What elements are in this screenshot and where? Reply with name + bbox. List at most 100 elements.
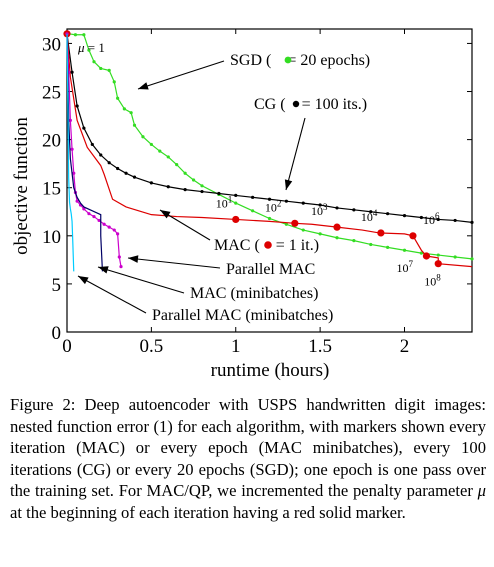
x-tick-label: 0.5 — [140, 336, 164, 357]
series-point-0 — [402, 248, 407, 252]
series-point-5 — [107, 225, 111, 229]
series-line-1 — [66, 33, 473, 223]
parallel-mac-minibatches-label: Parallel MAC (minibatches) — [152, 307, 333, 324]
series-point-5 — [97, 218, 101, 223]
series-point-0 — [352, 239, 356, 243]
series-point-5 — [82, 207, 86, 211]
y-tick-label: 20 — [42, 131, 61, 152]
series-point-0 — [107, 68, 111, 72]
series-point-5 — [102, 222, 106, 226]
series-line-3 — [66, 33, 75, 272]
series-point-1 — [318, 203, 322, 207]
figure-caption: Figure 2: Deep autoencoder with USPS han… — [10, 394, 486, 524]
series-point-0 — [251, 209, 255, 213]
mac-red-marker — [422, 252, 431, 260]
parallel-mac-label: Parallel MAC — [226, 261, 315, 278]
series-point-1 — [284, 199, 288, 203]
iteration-label: 101 — [216, 194, 233, 210]
mac-minibatches-label: MAC (minibatches) — [190, 285, 318, 302]
series-point-5 — [119, 264, 123, 269]
iteration-label: 102 — [265, 198, 282, 214]
x-axis-label: runtime (hours) — [211, 360, 330, 381]
series-point-5 — [116, 232, 120, 236]
y-tick-label: 10 — [42, 227, 61, 248]
caption-lead: Figure 2: Deep autoencoder with USPS han… — [10, 395, 486, 501]
series-point-0 — [92, 60, 96, 64]
series-point-5 — [68, 118, 72, 122]
series-point-1 — [166, 185, 170, 189]
parallel-mac-minibatches-arrow — [77, 275, 147, 314]
series-point-0 — [234, 201, 238, 205]
series-point-0 — [191, 178, 196, 182]
series-line-2 — [66, 33, 473, 268]
mac-red-marker — [333, 223, 341, 231]
caption-mu-symbol: μ — [477, 481, 486, 501]
series-point-1 — [453, 218, 457, 223]
mu-annotation: μ = 1 — [77, 40, 105, 55]
series-point-1 — [124, 171, 128, 175]
series-point-1 — [70, 70, 74, 74]
series-point-0 — [284, 222, 288, 226]
series-point-0 — [301, 228, 305, 232]
y-axis-label: objective function — [11, 117, 32, 255]
mac-red-marker — [409, 232, 417, 240]
series-point-5 — [70, 147, 74, 151]
series-point-1 — [107, 161, 111, 165]
series-point-1 — [116, 166, 120, 171]
mac-arrow-head — [160, 210, 171, 219]
series-point-0 — [82, 33, 86, 37]
sgd-marker-key — [284, 56, 292, 64]
series-point-0 — [419, 251, 423, 255]
series-line-4 — [66, 33, 104, 272]
series-point-5 — [87, 212, 91, 216]
cg-marker-key — [292, 100, 300, 108]
series-point-1 — [200, 189, 204, 194]
y-tick-label: 25 — [42, 83, 61, 104]
series-point-0 — [141, 135, 145, 139]
series-line-5 — [66, 33, 122, 267]
series-point-0 — [470, 257, 474, 261]
mac-red-marker — [232, 215, 240, 224]
series-point-0 — [166, 155, 170, 159]
series-point-1 — [267, 197, 272, 201]
series-point-5 — [92, 214, 96, 219]
series-point-1 — [234, 193, 238, 198]
series-point-0 — [183, 171, 187, 175]
cg-label: CG ( = 100 its.) — [254, 96, 367, 113]
iteration-label: 106 — [423, 211, 440, 227]
series-point-0 — [453, 255, 457, 259]
y-tick-label: 0 — [52, 323, 62, 344]
y-tick-label: 15 — [42, 179, 61, 200]
series-point-0 — [112, 80, 116, 84]
series-point-0 — [318, 232, 322, 236]
sgd-label: SGD ( = 20 epochs) — [230, 52, 370, 69]
series-point-1 — [217, 191, 221, 196]
series-point-5 — [75, 199, 79, 203]
parallel-mac-minibatches-arrow-head — [78, 276, 89, 285]
mac-red-marker — [377, 229, 385, 237]
iteration-label: 107 — [396, 259, 413, 275]
series-point-1 — [386, 212, 390, 216]
series-point-1 — [419, 215, 423, 220]
mac-red-marker — [434, 260, 442, 268]
series-point-0 — [175, 163, 179, 167]
series-point-0 — [200, 184, 204, 188]
series-point-0 — [158, 149, 162, 153]
series-point-0 — [132, 123, 137, 127]
series-point-0 — [335, 236, 339, 240]
y-tick-label: 5 — [52, 275, 62, 296]
iteration-label: 104 — [361, 208, 378, 224]
series-point-5 — [112, 228, 116, 232]
series-point-0 — [267, 216, 272, 221]
series-point-0 — [129, 111, 133, 115]
series-point-0 — [386, 245, 390, 249]
series-point-1 — [90, 142, 94, 147]
series-point-0 — [369, 242, 373, 247]
mac-marker-key — [264, 241, 272, 249]
series-point-1 — [132, 175, 137, 179]
series-point-1 — [99, 153, 103, 157]
cg-arrow-head — [284, 179, 293, 190]
mac-minibatches-arrow-head — [98, 266, 109, 274]
iteration-label: 103 — [311, 202, 328, 218]
